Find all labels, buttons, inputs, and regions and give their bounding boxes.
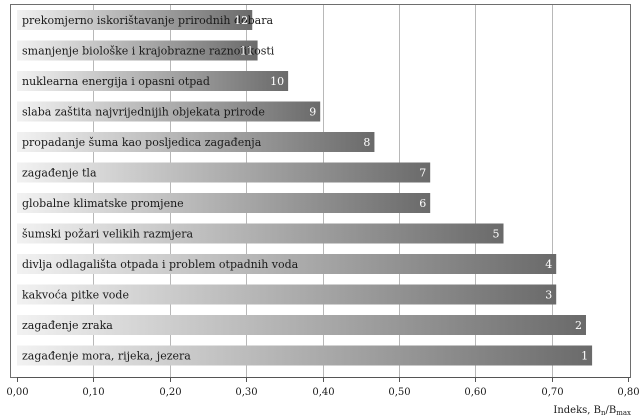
bar-5	[17, 223, 504, 244]
x-axis-title-sub1: n	[601, 409, 606, 417]
x-tick-label-1: 0,10	[82, 387, 104, 398]
bar-label-10: nuklearna energija i opasni otpad	[22, 75, 210, 88]
x-tick-label-2: 0,20	[159, 387, 181, 398]
bar-label-7: zagađenje tla	[22, 167, 97, 180]
x-tick-label-8: 0,80	[617, 387, 639, 398]
x-tick-label-5: 0,50	[388, 387, 410, 398]
bar-4	[17, 254, 557, 274]
bar-label-11: smanjenje biološke i krajobrazne raznoli…	[22, 45, 275, 58]
bar-6	[17, 193, 431, 213]
rank-label-2: 2	[575, 319, 582, 332]
rank-label-9: 9	[309, 106, 316, 119]
x-tick-label-0: 0,00	[6, 387, 28, 398]
bar-label-12: prekomjerno iskorištavanje prirodnih dob…	[22, 14, 273, 27]
bar-7	[17, 162, 431, 183]
bar-8	[17, 132, 375, 152]
bar-label-2: zagađenje zraka	[22, 319, 113, 332]
bar-label-6: globalne klimatske promjene	[22, 197, 184, 210]
bar-10	[17, 71, 289, 91]
rank-label-8: 8	[363, 136, 370, 149]
rank-label-3: 3	[545, 289, 552, 302]
bar-12	[17, 10, 253, 30]
bars: prekomjerno iskorištavanje prirodnih dob…	[17, 10, 593, 366]
x-axis-title-main: Indeks, B	[553, 405, 601, 416]
bar-label-9: slaba zaštita najvrijednijih objekata pr…	[22, 106, 265, 119]
x-axis-title-sub2: max	[616, 409, 631, 417]
rank-label-7: 7	[419, 167, 426, 180]
rank-label-6: 6	[419, 197, 426, 210]
rank-label-5: 5	[493, 228, 500, 241]
x-tick-label-4: 0,40	[312, 387, 334, 398]
bar-label-1: zagađenje mora, rijeka, jezera	[22, 350, 191, 363]
bar-11	[17, 40, 258, 61]
bar-1	[17, 345, 593, 366]
bar-label-4: divlja odlagališta otpada i problem otpa…	[22, 258, 299, 271]
bar-9	[17, 101, 321, 122]
rank-label-4: 4	[545, 258, 552, 271]
x-tick-label-3: 0,30	[235, 387, 257, 398]
rank-label-1: 1	[581, 350, 588, 363]
rank-label-10: 10	[270, 75, 284, 88]
x-axis-title-sep: /B	[606, 405, 617, 416]
x-axis-ticks: 0,00 0,10 0,20 0,30 0,40 0,50 0,60 0,70 0,80	[6, 377, 639, 398]
bar-label-8: propadanje šuma kao posljedica zagađenja	[22, 136, 262, 149]
x-tick-label-6: 0,60	[464, 387, 486, 398]
x-axis-title: Indeks, Bn/Bmax	[553, 405, 631, 417]
bar-label-3: kakvoća pitke vode	[22, 289, 129, 302]
bar-3	[17, 284, 557, 305]
bar-2	[17, 315, 586, 335]
x-tick-label-7: 0,70	[541, 387, 563, 398]
rank-label-12: 12	[234, 14, 248, 27]
bar-label-5: šumski požari velikih razmjera	[22, 228, 194, 241]
rank-label-11: 11	[240, 45, 254, 58]
